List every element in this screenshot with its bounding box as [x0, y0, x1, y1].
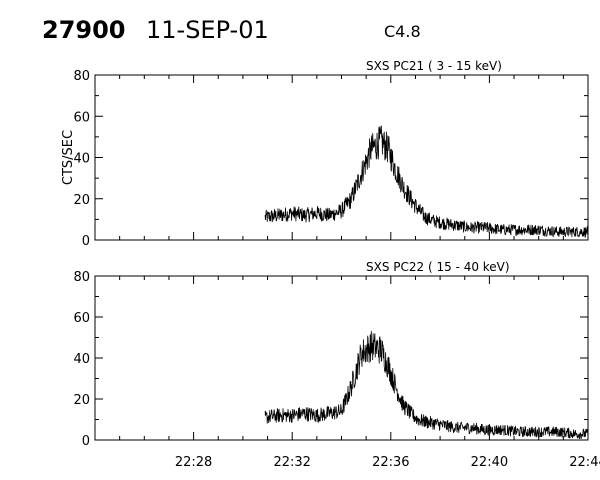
x-tick-label: 22:32 [273, 455, 310, 470]
y-axis-label: CTS/SEC [61, 130, 76, 185]
panel-title-1: SXS PC21 ( 3 - 15 keV) [366, 59, 502, 73]
y-tick-label: 40 [73, 152, 90, 167]
plot-frame-2 [94, 275, 589, 441]
y-tick-label: 20 [73, 193, 90, 208]
panel-title-2: SXS PC22 ( 15 - 40 keV) [366, 260, 510, 274]
flare-class: C4.8 [384, 22, 421, 41]
x-tick-label: 22:28 [175, 455, 212, 470]
x-tick-label: 22:44 [569, 455, 600, 470]
y-tick-label: 0 [82, 234, 90, 249]
x-tick-label: 22:36 [372, 455, 409, 470]
event-id: 27900 [42, 16, 126, 44]
y-tick-label: 0 [82, 434, 90, 449]
event-date: 11-SEP-01 [146, 16, 269, 44]
x-tick-label: 22:40 [471, 455, 508, 470]
y-tick-label: 80 [73, 270, 90, 285]
y-tick-label: 80 [73, 69, 90, 84]
y-tick-label: 60 [73, 311, 90, 326]
series-line-2 [264, 330, 589, 440]
series-line-1 [264, 125, 589, 238]
y-tick-label: 40 [73, 352, 90, 367]
y-tick-label: 20 [73, 393, 90, 408]
y-tick-label: 60 [73, 110, 90, 125]
